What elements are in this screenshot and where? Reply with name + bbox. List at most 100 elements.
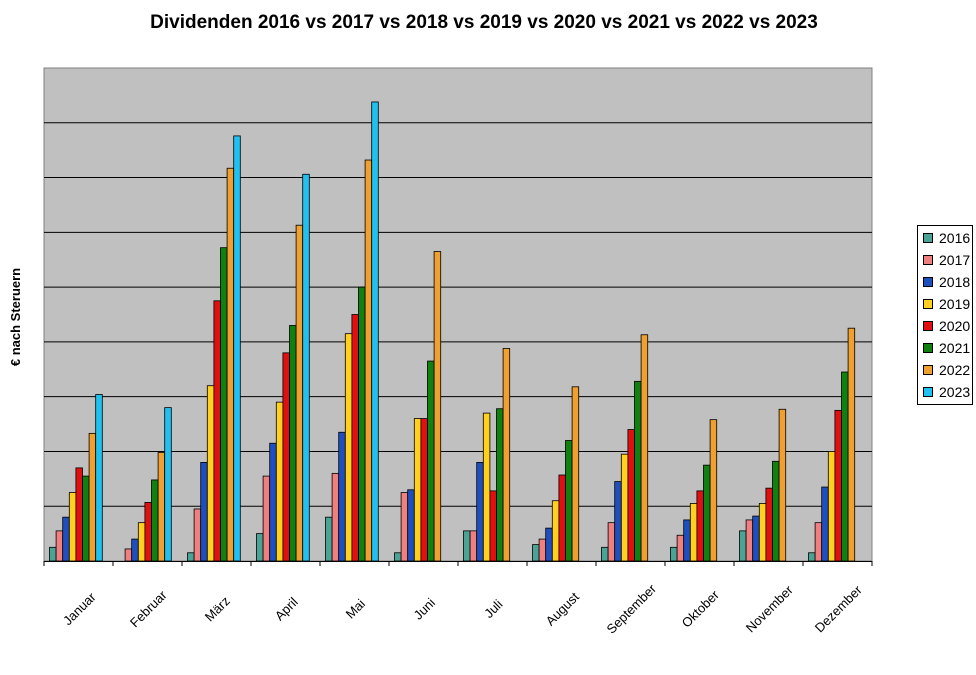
bar-2019-10 (758, 503, 767, 562)
legend-item-2017: 2017 (918, 249, 972, 271)
bar-2022-4 (364, 159, 373, 562)
legend-item-2020: 2020 (918, 315, 972, 337)
legend-item-2021: 2021 (918, 337, 972, 359)
bar-2021-0 (82, 475, 90, 562)
bar-2021-1 (151, 479, 159, 562)
bar-2017-2 (193, 508, 202, 562)
bar-2023-0 (95, 394, 103, 562)
bar-2018-8 (614, 481, 622, 562)
bar-2023-3 (302, 173, 310, 562)
bar-2020-6 (489, 490, 497, 562)
bar-2018-10 (752, 515, 760, 562)
legend-label: 2016 (939, 230, 971, 246)
bar-2016-11 (808, 552, 816, 562)
bar-2018-4 (338, 431, 346, 562)
bar-2022-1 (157, 452, 166, 562)
x-tick-label-6: Juli (481, 597, 505, 621)
bar-2016-7 (532, 544, 540, 562)
bar-2022-7 (571, 386, 580, 562)
legend-swatch (923, 321, 933, 331)
legend-swatch (923, 255, 933, 265)
bar-2020-7 (558, 474, 566, 562)
bar-2022-5 (433, 251, 442, 562)
legend-item-2018: 2018 (918, 271, 972, 293)
bar-2016-4 (325, 516, 333, 562)
bar-2018-1 (131, 538, 139, 562)
bar-2021-2 (220, 247, 228, 562)
bar-2022-6 (502, 348, 511, 562)
x-tick-label-4: Mai (343, 596, 368, 621)
bar-2020-5 (420, 418, 428, 562)
legend-label: 2019 (939, 296, 971, 312)
bar-2019-4 (344, 333, 353, 562)
x-tick-label-3: April (272, 594, 301, 623)
x-tick-label-5: Juni (411, 595, 439, 623)
legend-swatch (923, 277, 933, 287)
x-tick-label-1: Februar (127, 587, 170, 630)
legend-swatch (923, 387, 933, 397)
bar-2023-4 (371, 101, 379, 562)
bar-2021-7 (565, 440, 573, 562)
legend-label: 2022 (939, 362, 971, 378)
bar-2017-7 (538, 538, 547, 562)
bar-2020-2 (213, 300, 221, 562)
bar-2017-6 (469, 530, 478, 562)
legend-label: 2018 (939, 274, 971, 290)
bar-2018-5 (407, 489, 415, 562)
legend-item-2022: 2022 (918, 359, 972, 381)
bar-2022-2 (226, 167, 235, 562)
bar-2020-4 (351, 314, 359, 562)
bar-2022-0 (88, 432, 97, 562)
bar-2017-3 (262, 475, 271, 562)
bar-2016-0 (49, 546, 57, 562)
bar-2019-9 (689, 503, 698, 562)
bar-2021-9 (703, 464, 711, 562)
x-tick-label-7: August (543, 589, 582, 628)
bar-2016-9 (670, 546, 678, 562)
bar-2020-1 (144, 501, 152, 562)
bar-2019-3 (275, 401, 284, 562)
bar-2020-9 (696, 490, 704, 562)
bar-2021-6 (496, 408, 504, 562)
bar-2017-0 (55, 530, 64, 562)
bar-2019-11 (827, 451, 836, 562)
legend-label: 2021 (939, 340, 971, 356)
bar-2021-5 (427, 360, 435, 562)
x-tick-label-2: März (202, 593, 233, 624)
x-tick-label-8: September (604, 581, 660, 637)
bar-2017-11 (814, 522, 823, 562)
legend-item-2023: 2023 (918, 381, 972, 403)
bar-2018-11 (821, 486, 829, 562)
legend-label: 2020 (939, 318, 971, 334)
bar-2017-10 (745, 519, 754, 562)
legend-swatch (923, 233, 933, 243)
bar-2017-8 (607, 522, 616, 562)
bar-2022-3 (295, 224, 304, 562)
legend-item-2019: 2019 (918, 293, 972, 315)
bar-2018-9 (683, 519, 691, 562)
bar-2018-2 (200, 461, 208, 562)
bar-2019-2 (206, 385, 215, 562)
bar-2021-4 (358, 286, 366, 562)
bar-2020-0 (75, 467, 83, 562)
bar-2023-2 (233, 135, 241, 562)
bar-2020-3 (282, 352, 290, 562)
bar-2019-8 (620, 453, 629, 562)
bar-2018-6 (476, 461, 484, 562)
bar-2018-3 (269, 442, 277, 562)
bar-2017-9 (676, 534, 685, 562)
x-tick-label-10: November (743, 582, 796, 635)
plot-area (43, 67, 873, 562)
bar-2018-7 (545, 527, 553, 562)
x-tick-label-9: Oktober (679, 587, 723, 631)
bar-2020-10 (765, 487, 773, 562)
bar-2021-3 (289, 325, 297, 562)
bar-2022-8 (640, 334, 649, 562)
bar-2019-5 (413, 418, 422, 562)
bar-2020-11 (834, 409, 842, 562)
bar-2017-1 (124, 548, 133, 562)
bar-2022-11 (847, 327, 856, 562)
legend: 2016 2017 2018 2019 2020 2021 2022 2023 (917, 225, 973, 405)
bar-2016-3 (256, 533, 264, 562)
